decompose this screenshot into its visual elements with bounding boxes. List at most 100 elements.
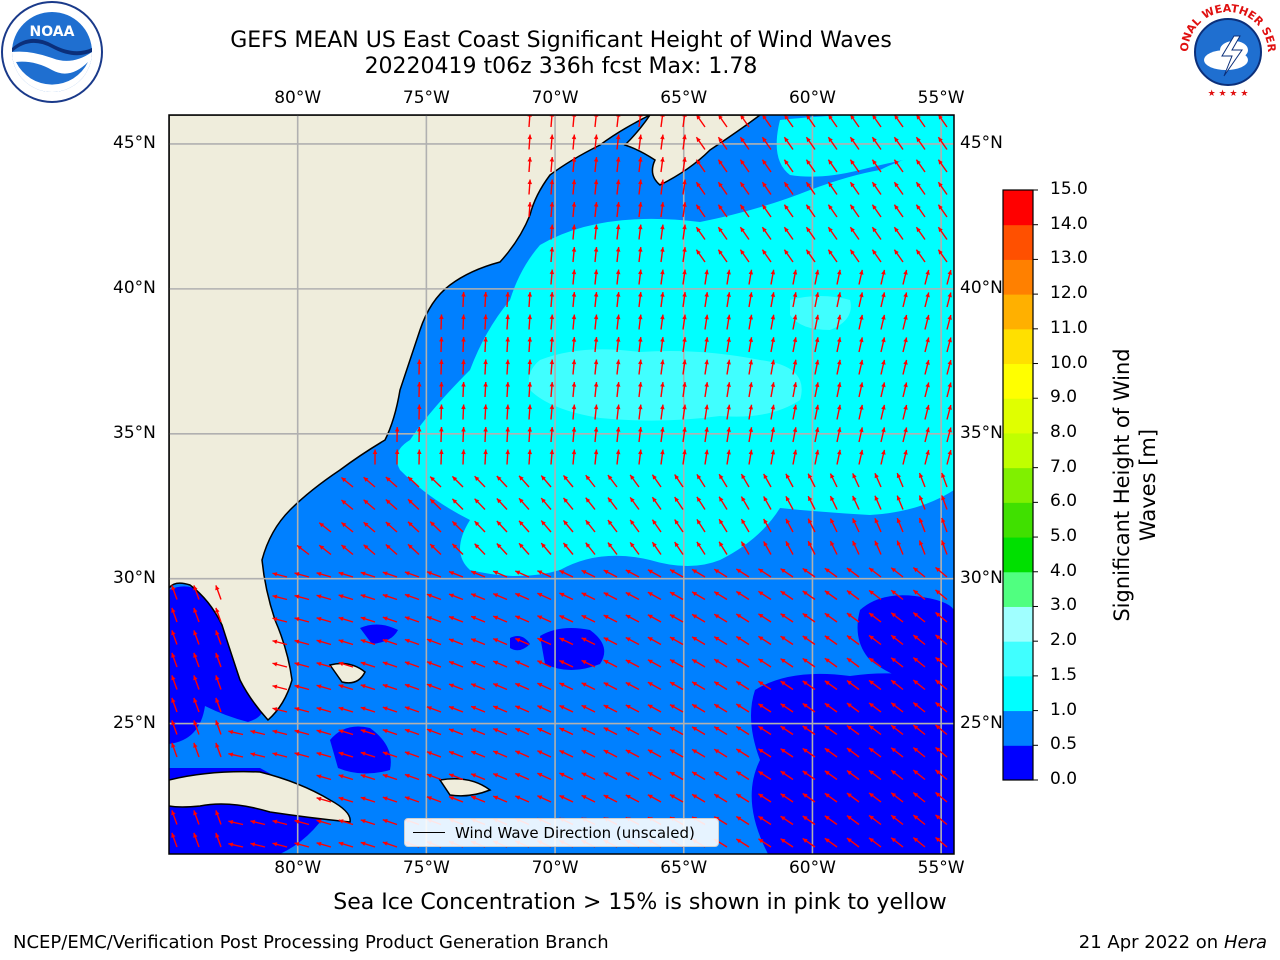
- wave-arrow-head: [272, 729, 278, 735]
- wave-arrow-head: [846, 703, 852, 708]
- wave-arrow-head: [806, 182, 811, 188]
- wave-arrow-head: [718, 159, 723, 165]
- wave-arrow-head: [763, 518, 768, 524]
- wave-arrow-head: [802, 703, 808, 708]
- wave-arrow-head: [272, 594, 278, 600]
- wave-arrow-head: [806, 115, 811, 120]
- wave-arrow-head: [696, 115, 701, 120]
- wave-arrow-head: [171, 585, 176, 591]
- wave-arrow-head: [806, 227, 811, 233]
- wave-arrow-head: [527, 337, 533, 342]
- wave-arrow-head: [714, 726, 720, 731]
- wave-arrow-head: [736, 681, 742, 686]
- wave-arrow-head: [615, 404, 621, 410]
- wave-arrow-head: [806, 137, 811, 143]
- wave-arrow-head: [714, 569, 720, 574]
- wave-arrow-head: [692, 659, 698, 664]
- wave-arrow-head: [559, 705, 565, 710]
- wave-arrow-head: [426, 638, 432, 643]
- wave-arrow-head: [925, 314, 930, 320]
- wave-arrow-head: [714, 659, 720, 664]
- wave-arrow-head: [859, 292, 864, 298]
- wave-arrow-head: [625, 569, 631, 575]
- wave-arrow-head: [474, 498, 480, 504]
- wave-arrow-head: [736, 726, 742, 731]
- wave-arrow-head: [874, 540, 879, 546]
- wave-arrow-head: [449, 593, 454, 598]
- wave-arrow-head: [471, 728, 477, 733]
- wave-arrow-head: [426, 796, 432, 801]
- colorbar-level-label: 11.0: [1050, 317, 1088, 338]
- wave-arrow-head: [836, 269, 842, 275]
- wave-arrow-head: [814, 404, 820, 410]
- wave-arrow-head: [894, 249, 899, 255]
- wave-arrow-head: [647, 727, 653, 732]
- wave-arrow-head: [935, 702, 941, 708]
- wave-arrow-head: [607, 475, 613, 480]
- wave-arrow-head: [830, 496, 835, 502]
- wave-arrow-head: [193, 832, 198, 838]
- wave-arrow-head: [537, 795, 543, 800]
- wave-arrow-head: [630, 497, 635, 503]
- wave-arrow-head: [493, 593, 499, 598]
- wave-arrow-head: [692, 569, 698, 574]
- wave-arrow-head: [294, 819, 300, 824]
- wave-arrow-head: [638, 202, 643, 207]
- wave-arrow-head: [385, 477, 391, 482]
- wave-arrow-head: [784, 137, 789, 143]
- wave-arrow-head: [830, 473, 835, 479]
- wave-arrow-head: [714, 704, 720, 709]
- wave-arrow-head: [505, 359, 510, 365]
- wave-arrow-head: [549, 427, 555, 432]
- wave-arrow-head: [872, 249, 877, 255]
- wave-arrow-head: [859, 337, 864, 343]
- wave-arrow-head: [913, 702, 919, 708]
- wave-arrow-head: [704, 269, 709, 275]
- wave-arrow-head: [316, 774, 322, 779]
- wave-arrow-head: [806, 249, 811, 255]
- wave-arrow-head: [581, 795, 587, 800]
- wave-arrow-head: [682, 224, 687, 230]
- wave-arrow-head: [894, 137, 899, 143]
- wave-arrow: [682, 115, 686, 128]
- wave-arrow-head: [294, 639, 300, 644]
- wave-arrow-head: [625, 727, 631, 732]
- wave-arrow-head: [382, 706, 388, 711]
- wave-arrow-head: [493, 728, 499, 733]
- wave-arrow-head: [824, 613, 830, 618]
- wave-arrow-head: [483, 337, 488, 342]
- wave-arrow-head: [228, 752, 234, 757]
- wave-arrow-head: [808, 473, 813, 479]
- wave-arrow-head: [527, 179, 533, 185]
- wave-arrow-head: [872, 137, 877, 143]
- wave-arrow-head: [785, 541, 791, 547]
- wave-arrow-head: [758, 703, 764, 709]
- wave-arrow-head: [784, 204, 789, 210]
- colorbar-level-label: 7.0: [1050, 456, 1078, 477]
- wave-arrow-head: [647, 682, 653, 687]
- colorbar-level-label: 9.0: [1050, 387, 1078, 408]
- wave-arrow-head: [682, 337, 687, 342]
- wave-arrow-head: [935, 837, 941, 843]
- lon-tick-label: 70°W: [531, 858, 579, 878]
- wave-arrow-head: [215, 630, 220, 636]
- wave-arrow-head: [404, 571, 410, 576]
- wave-arrow-head: [559, 660, 565, 665]
- wave-arrow-head: [439, 404, 444, 410]
- wave-arrow-head: [802, 838, 808, 843]
- wave-arrow-head: [736, 771, 742, 776]
- wave-arrow-head: [541, 475, 546, 481]
- wave-arrow-head: [828, 204, 833, 210]
- lon-tick-label: 60°W: [788, 88, 836, 108]
- wave-arrow-head: [338, 841, 344, 847]
- wave-arrow-head: [341, 522, 347, 528]
- wave-arrow-head: [808, 541, 813, 547]
- wave-arrow-head: [935, 747, 941, 753]
- wave-arrow-head: [696, 204, 701, 210]
- colorbar-swatch: [1003, 432, 1033, 469]
- wave-arrow-head: [814, 337, 820, 343]
- wave-arrow-head: [404, 638, 410, 644]
- wave-arrow-head: [549, 382, 555, 387]
- wave-arrow-head: [549, 247, 555, 252]
